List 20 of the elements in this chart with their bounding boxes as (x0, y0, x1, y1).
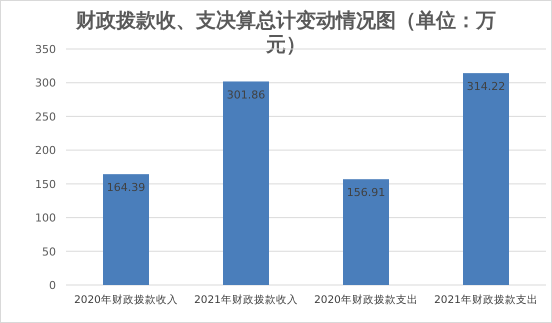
x-tick-label: 2021年财政拨款收入 (194, 293, 298, 306)
y-tick-label: 150 (35, 178, 56, 191)
bar (103, 174, 149, 285)
y-tick-label: 200 (35, 144, 56, 158)
y-tick-label: 0 (49, 279, 56, 292)
y-tick-label: 100 (35, 212, 56, 225)
bar (463, 73, 509, 285)
data-label: 164.39 (106, 181, 146, 194)
x-tick-label: 2021年财政拨款支出 (434, 293, 538, 306)
x-tick-label: 2020年财政拨款收入 (74, 293, 178, 306)
y-tick-label: 350 (35, 43, 56, 56)
y-tick-label: 50 (42, 245, 56, 258)
y-tick-label: 250 (35, 110, 56, 124)
data-label: 314.22 (466, 80, 506, 94)
bar (343, 179, 389, 285)
bar (223, 81, 269, 285)
data-label: 156.91 (346, 186, 386, 200)
data-label: 301.86 (226, 88, 266, 102)
x-tick-label: 2020年财政拨款支出 (314, 293, 418, 306)
y-tick-label: 300 (35, 76, 56, 90)
